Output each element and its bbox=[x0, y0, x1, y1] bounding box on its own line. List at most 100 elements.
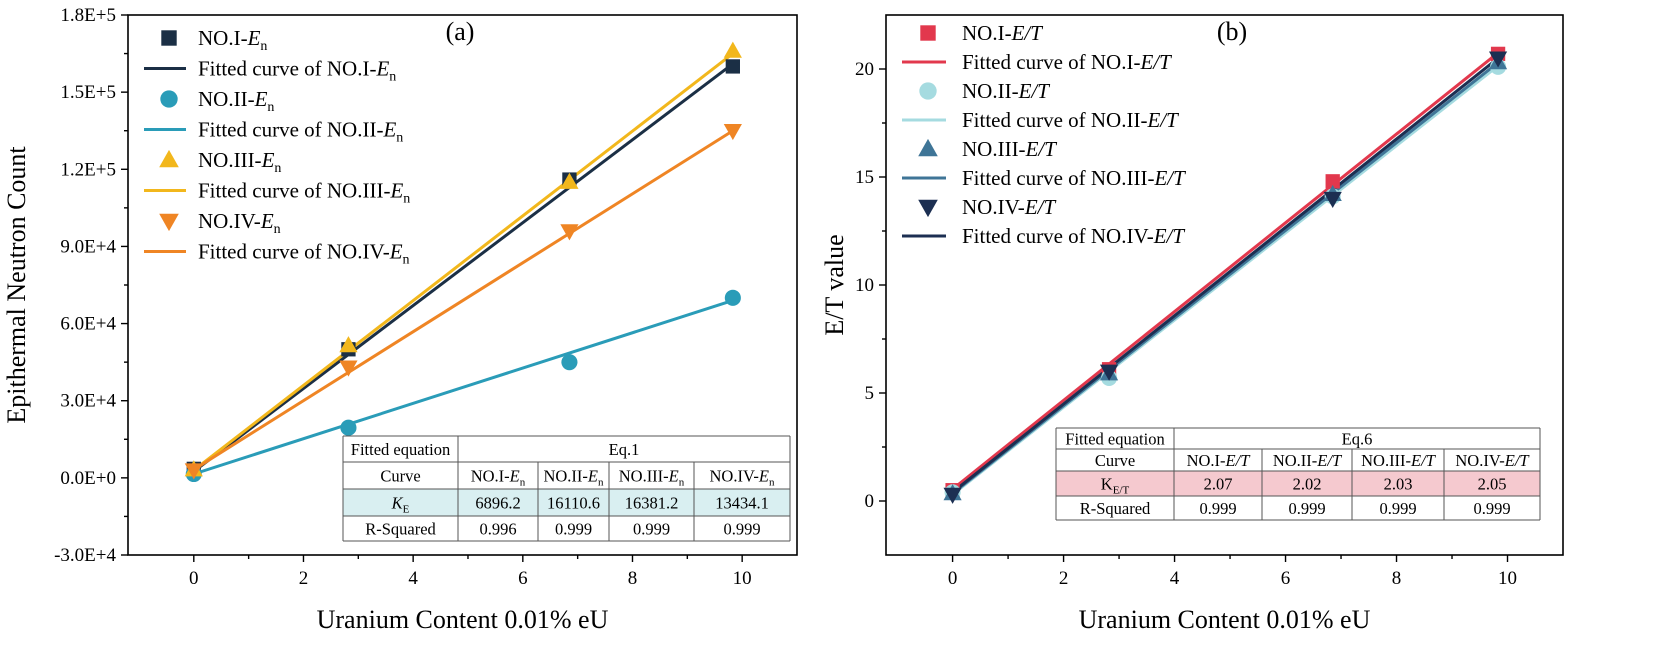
table-r-value: 0.996 bbox=[479, 520, 516, 539]
y-tick-label: 10 bbox=[855, 275, 874, 296]
table-k-label: KE/T bbox=[1101, 475, 1130, 497]
data-point-series-3 bbox=[723, 41, 742, 58]
table-highlight-row bbox=[343, 489, 790, 516]
fit-line-series-4 bbox=[951, 57, 1500, 494]
panel-label: (a) bbox=[446, 17, 475, 46]
table-curve-name: NO.I-En bbox=[471, 467, 526, 489]
table-r-value: 0.999 bbox=[723, 520, 760, 539]
table-header-label: Fitted equation bbox=[351, 440, 450, 459]
table-curve-name: NO.IV-E/T bbox=[1455, 451, 1530, 470]
y-axis-title: Epithermal Neutron Count bbox=[2, 146, 31, 424]
table-k-value: 2.05 bbox=[1478, 475, 1507, 494]
fit-line-series-4 bbox=[193, 129, 734, 471]
legend-label: NO.III-En bbox=[198, 148, 281, 176]
table-k-label: KE bbox=[391, 494, 410, 516]
data-point-series-4 bbox=[723, 123, 742, 141]
x-tick-label: 2 bbox=[1059, 568, 1069, 589]
x-tick-label: 0 bbox=[948, 568, 958, 589]
table-k-value: 16381.2 bbox=[625, 494, 679, 513]
panel-b: 0 2 4 6 8 10 0 5 10 15 20 Uranium Content 0.01% eU E… bbox=[820, 14, 1564, 634]
x-tick-label: 0 bbox=[189, 568, 199, 589]
y-tick-label: 9.0E+4 bbox=[60, 236, 116, 257]
table-curve-name: NO.I-E/T bbox=[1187, 451, 1252, 470]
y-tick-label: 1.5E+5 bbox=[60, 82, 116, 103]
legend-marker bbox=[919, 82, 937, 100]
table-k-value: 16110.6 bbox=[547, 494, 600, 513]
x-axis-title: Uranium Content 0.01% eU bbox=[317, 605, 609, 634]
data-point-series-1 bbox=[725, 59, 740, 74]
legend-label: NO.I-E/T bbox=[962, 21, 1043, 45]
table-header-label: Fitted equation bbox=[1065, 430, 1164, 449]
table-r-value: 0.999 bbox=[1379, 499, 1416, 518]
table-r-label: R-Squared bbox=[1080, 499, 1151, 518]
fit-table: Fitted equation Eq.1 Curve NO.I-En NO.II-En N… bbox=[342, 435, 791, 542]
data-point-series-3 bbox=[339, 336, 358, 353]
table-curve-name: NO.III-E/T bbox=[1361, 451, 1437, 470]
legend-fit-label: Fitted curve of NO.IV-E/T bbox=[962, 224, 1185, 248]
fit-line-series-3 bbox=[192, 52, 734, 472]
table-curve-name: NO.III-En bbox=[619, 467, 685, 489]
y-tick-label: 1.2E+5 bbox=[60, 159, 116, 180]
fit-line-series-1 bbox=[192, 62, 734, 473]
legend-fit-label: Fitted curve of NO.II-En bbox=[198, 118, 403, 146]
legend-label: NO.I-En bbox=[198, 26, 267, 54]
x-tick-label: 8 bbox=[1392, 568, 1402, 589]
data-point-series-2 bbox=[724, 289, 741, 306]
table-equation: Eq.6 bbox=[1342, 430, 1373, 449]
y-tick-label: 20 bbox=[855, 59, 874, 80]
legend: NO.I-E/T Fitted curve of NO.I-E/T NO.II-E/… bbox=[902, 21, 1186, 248]
legend-fit-label: Fitted curve of NO.I-En bbox=[198, 57, 396, 85]
table-k-value: 13434.1 bbox=[715, 494, 769, 513]
x-tick-label: 10 bbox=[733, 568, 752, 589]
table-curve-label: Curve bbox=[380, 467, 420, 486]
fit-table: Fitted equation Eq.6 Curve NO.I-E/T NO.II-E/… bbox=[1055, 427, 1541, 521]
data-point-series-4 bbox=[339, 360, 358, 377]
table-equation: Eq.1 bbox=[609, 440, 640, 459]
table-curve-name: NO.II-E/T bbox=[1273, 451, 1343, 470]
panel-label: (b) bbox=[1217, 17, 1247, 46]
table-curve-label: Curve bbox=[1095, 451, 1135, 470]
legend-marker bbox=[918, 138, 938, 157]
data-point-series-4 bbox=[1488, 51, 1508, 68]
y-axis-title: E/T value bbox=[820, 234, 849, 335]
legend-marker bbox=[918, 199, 938, 218]
data-point-series-4 bbox=[184, 463, 203, 480]
legend-label: NO.II-E/T bbox=[962, 79, 1050, 103]
legend-label: NO.IV-En bbox=[198, 209, 281, 237]
legend-marker bbox=[160, 90, 178, 108]
legend-fit-label: Fitted curve of NO.IV-En bbox=[198, 240, 410, 268]
data-point-series-4 bbox=[943, 487, 962, 504]
legend-fit-label: Fitted curve of NO.I-E/T bbox=[962, 50, 1172, 74]
legend-fit-label: Fitted curve of NO.III-En bbox=[198, 179, 410, 207]
x-tick-label: 4 bbox=[408, 568, 418, 589]
fit-line-series-1 bbox=[951, 51, 1500, 491]
table-highlight-row bbox=[1056, 471, 1540, 496]
table-curve-name: NO.IV-En bbox=[710, 467, 775, 489]
table-k-value: 6896.2 bbox=[475, 494, 520, 513]
legend-marker bbox=[920, 25, 936, 41]
legend-marker bbox=[159, 149, 179, 168]
table-k-value: 2.02 bbox=[1293, 475, 1322, 494]
y-tick-label: 3.0E+4 bbox=[60, 391, 116, 412]
y-tick-label: 15 bbox=[855, 167, 874, 188]
x-tick-label: 10 bbox=[1498, 568, 1517, 589]
x-tick-label: 4 bbox=[1170, 568, 1180, 589]
x-tick-label: 6 bbox=[518, 568, 528, 589]
panel-a: 0 2 4 6 8 10 -3.0E+4 0.0E+0 3.0E+4 6.0E+4 9.0E+4 1.… bbox=[2, 5, 798, 634]
legend-label: NO.III-E/T bbox=[962, 137, 1057, 161]
table-r-value: 0.999 bbox=[1199, 499, 1236, 518]
data-point-series-2 bbox=[561, 354, 578, 371]
y-tick-label: 5 bbox=[865, 383, 875, 404]
legend-marker bbox=[159, 213, 179, 232]
data-point-series-4 bbox=[560, 224, 579, 241]
legend-label: NO.IV-E/T bbox=[962, 195, 1056, 219]
table-r-value: 0.999 bbox=[633, 520, 670, 539]
table-r-label: R-Squared bbox=[365, 520, 436, 539]
table-k-value: 2.03 bbox=[1384, 475, 1413, 494]
y-tick-label: 0.0E+0 bbox=[60, 468, 116, 489]
data-point-series-2 bbox=[340, 419, 357, 436]
y-tick-label: -3.0E+4 bbox=[54, 545, 116, 566]
y-tick-label: 0 bbox=[865, 491, 875, 512]
